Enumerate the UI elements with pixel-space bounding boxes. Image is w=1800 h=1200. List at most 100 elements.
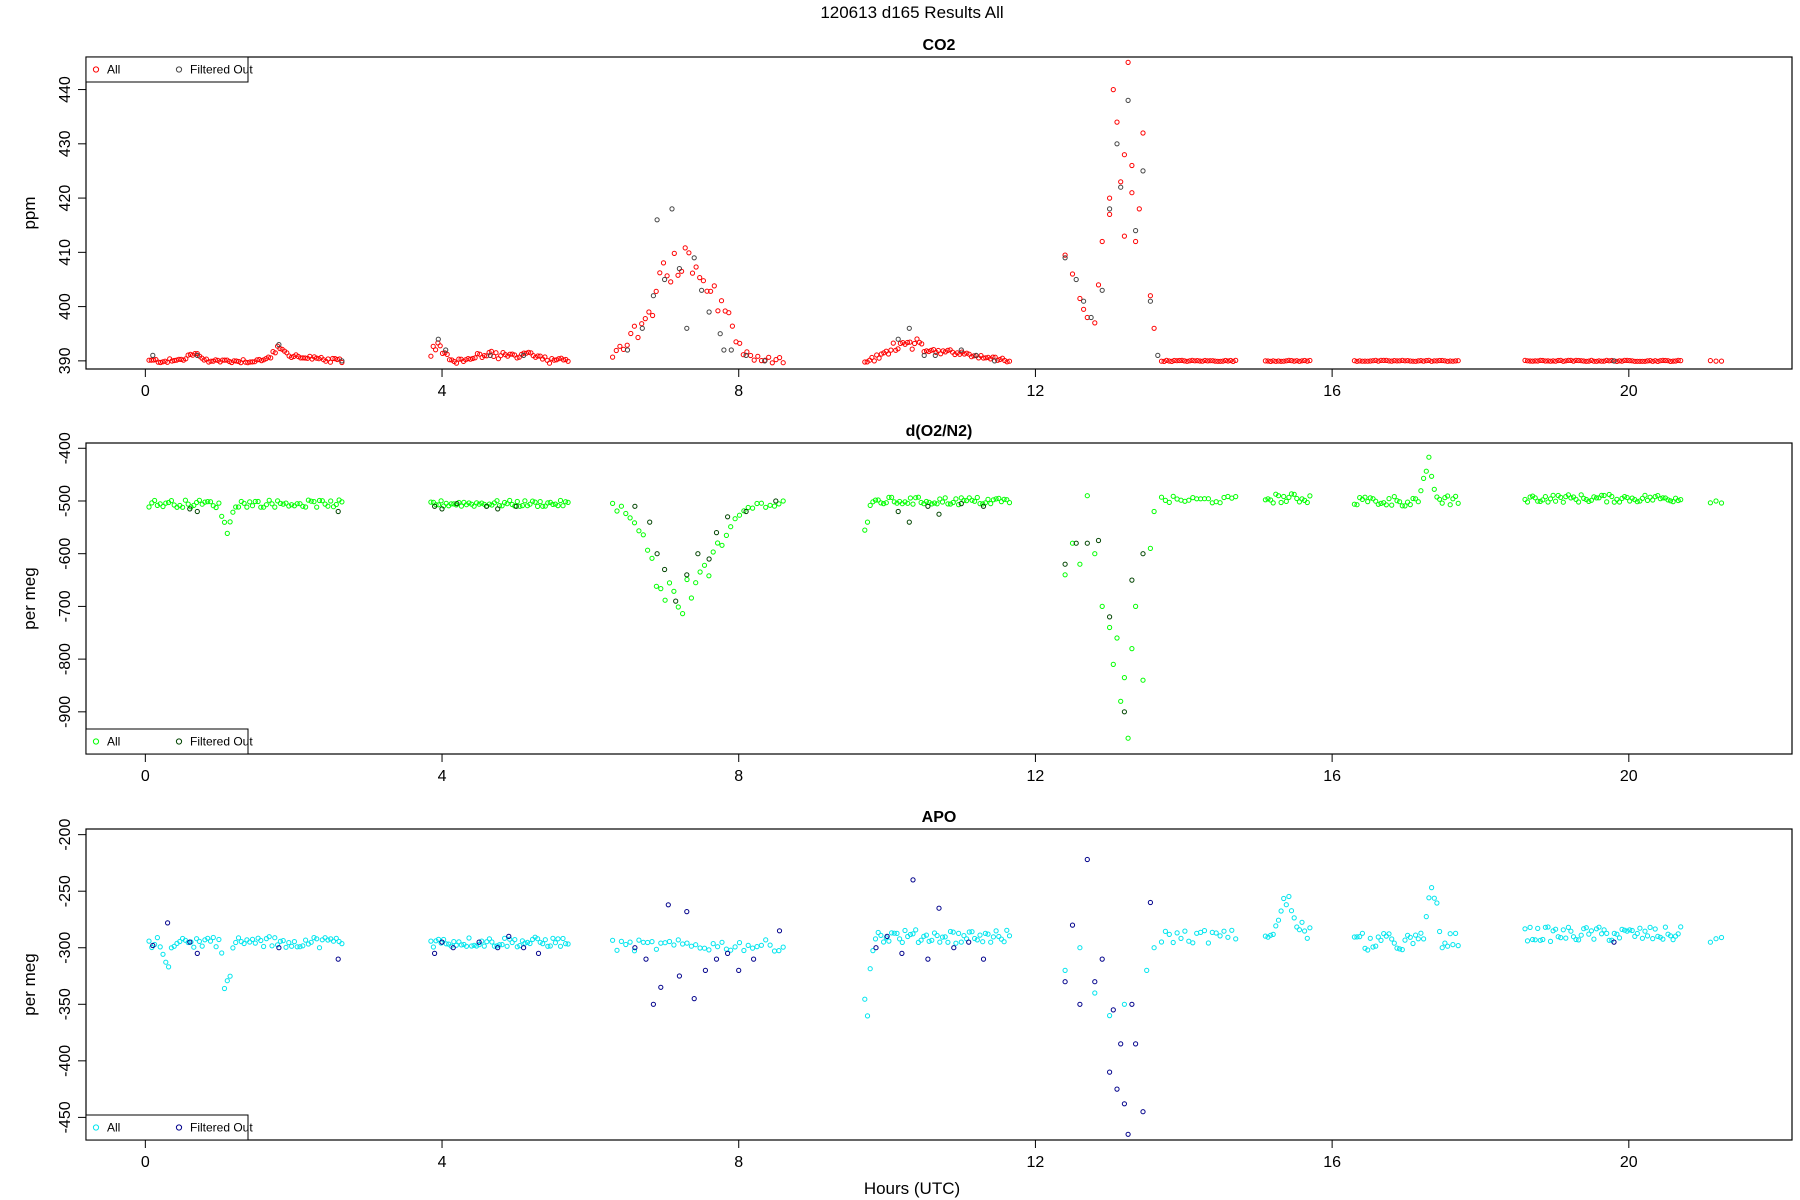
data-point	[1415, 499, 1421, 505]
data-point	[1596, 358, 1602, 364]
data-point	[1418, 930, 1424, 936]
data-point	[862, 527, 868, 533]
data-point	[484, 939, 490, 945]
data-point	[1622, 357, 1628, 363]
data-point	[1351, 501, 1358, 507]
data-point	[936, 905, 942, 911]
data-point	[1558, 935, 1564, 941]
data-point	[330, 355, 336, 362]
data-point	[1121, 709, 1128, 715]
data-point	[1118, 698, 1124, 704]
data-point	[964, 350, 970, 356]
data-point	[472, 355, 478, 361]
data-point	[1707, 358, 1714, 364]
data-point	[1281, 895, 1287, 902]
data-point	[919, 341, 925, 347]
data-point	[751, 956, 757, 962]
data-point	[977, 501, 983, 507]
data-point	[675, 937, 681, 943]
x-tick-label: 8	[734, 383, 743, 400]
data-point	[446, 357, 453, 363]
data-point	[1307, 493, 1313, 499]
data-point	[1622, 927, 1628, 933]
data-point	[1532, 358, 1538, 364]
data-point	[1062, 561, 1068, 567]
data-point	[1265, 496, 1271, 502]
data-point	[1601, 358, 1607, 364]
data-point	[1151, 508, 1157, 515]
data-point	[971, 353, 977, 359]
data-point	[931, 500, 938, 506]
data-point	[1099, 956, 1105, 962]
data-point	[207, 938, 214, 944]
data-point	[647, 519, 653, 525]
x-tick-label: 20	[1620, 1154, 1638, 1171]
data-point	[435, 336, 441, 342]
data-point	[1713, 936, 1719, 942]
data-point	[476, 501, 482, 507]
data-point	[168, 498, 174, 504]
data-point	[1429, 358, 1435, 364]
data-point	[1099, 287, 1105, 293]
data-point	[744, 349, 750, 355]
data-point	[1118, 184, 1124, 190]
data-point	[565, 941, 571, 947]
data-point	[942, 495, 948, 501]
data-point	[1415, 936, 1421, 942]
y-tick-label: 410	[57, 239, 74, 266]
data-point	[947, 928, 954, 935]
data-point	[1166, 499, 1172, 505]
data-point	[1616, 935, 1623, 941]
data-point	[1678, 924, 1684, 930]
data-point	[507, 497, 513, 504]
data-point	[1294, 495, 1300, 502]
data-point	[513, 503, 519, 509]
data-point	[1606, 358, 1612, 364]
data-point	[623, 510, 629, 517]
data-point	[993, 496, 999, 502]
plot-frame	[85, 56, 1793, 370]
data-point	[907, 495, 914, 501]
data-point	[565, 499, 571, 505]
data-point	[1278, 908, 1284, 914]
data-point	[937, 939, 943, 945]
data-point	[1299, 919, 1305, 925]
data-point	[443, 941, 449, 947]
data-point	[1221, 928, 1227, 934]
data-point	[736, 940, 743, 946]
x-tick-label: 16	[1323, 768, 1341, 785]
data-point	[537, 939, 543, 945]
series-filtered-out	[187, 498, 1146, 715]
data-point	[1121, 152, 1128, 158]
data-point	[636, 528, 642, 534]
data-point	[316, 945, 323, 951]
data-point	[235, 935, 242, 941]
data-point	[1437, 496, 1443, 502]
data-point	[1713, 498, 1719, 504]
data-point	[258, 358, 265, 364]
data-point	[247, 939, 253, 945]
data-point	[481, 353, 487, 359]
data-point	[684, 576, 690, 583]
data-point	[961, 497, 967, 503]
data-point	[1660, 357, 1666, 363]
data-point	[1162, 928, 1169, 935]
data-point	[754, 944, 760, 950]
data-point	[1455, 500, 1461, 506]
data-point	[1073, 540, 1079, 546]
data-point	[907, 931, 914, 938]
data-point	[1362, 358, 1368, 364]
data-point	[754, 500, 760, 507]
data-point	[1375, 934, 1381, 940]
data-point	[280, 938, 286, 944]
data-point	[1445, 943, 1451, 949]
data-point	[1450, 942, 1456, 948]
data-point	[1565, 492, 1572, 498]
data-point	[556, 356, 562, 362]
data-point	[1270, 500, 1276, 506]
data-point	[910, 931, 916, 937]
data-point	[990, 934, 997, 940]
data-point	[1307, 357, 1313, 364]
data-point	[151, 357, 157, 363]
data-point	[1609, 493, 1615, 500]
